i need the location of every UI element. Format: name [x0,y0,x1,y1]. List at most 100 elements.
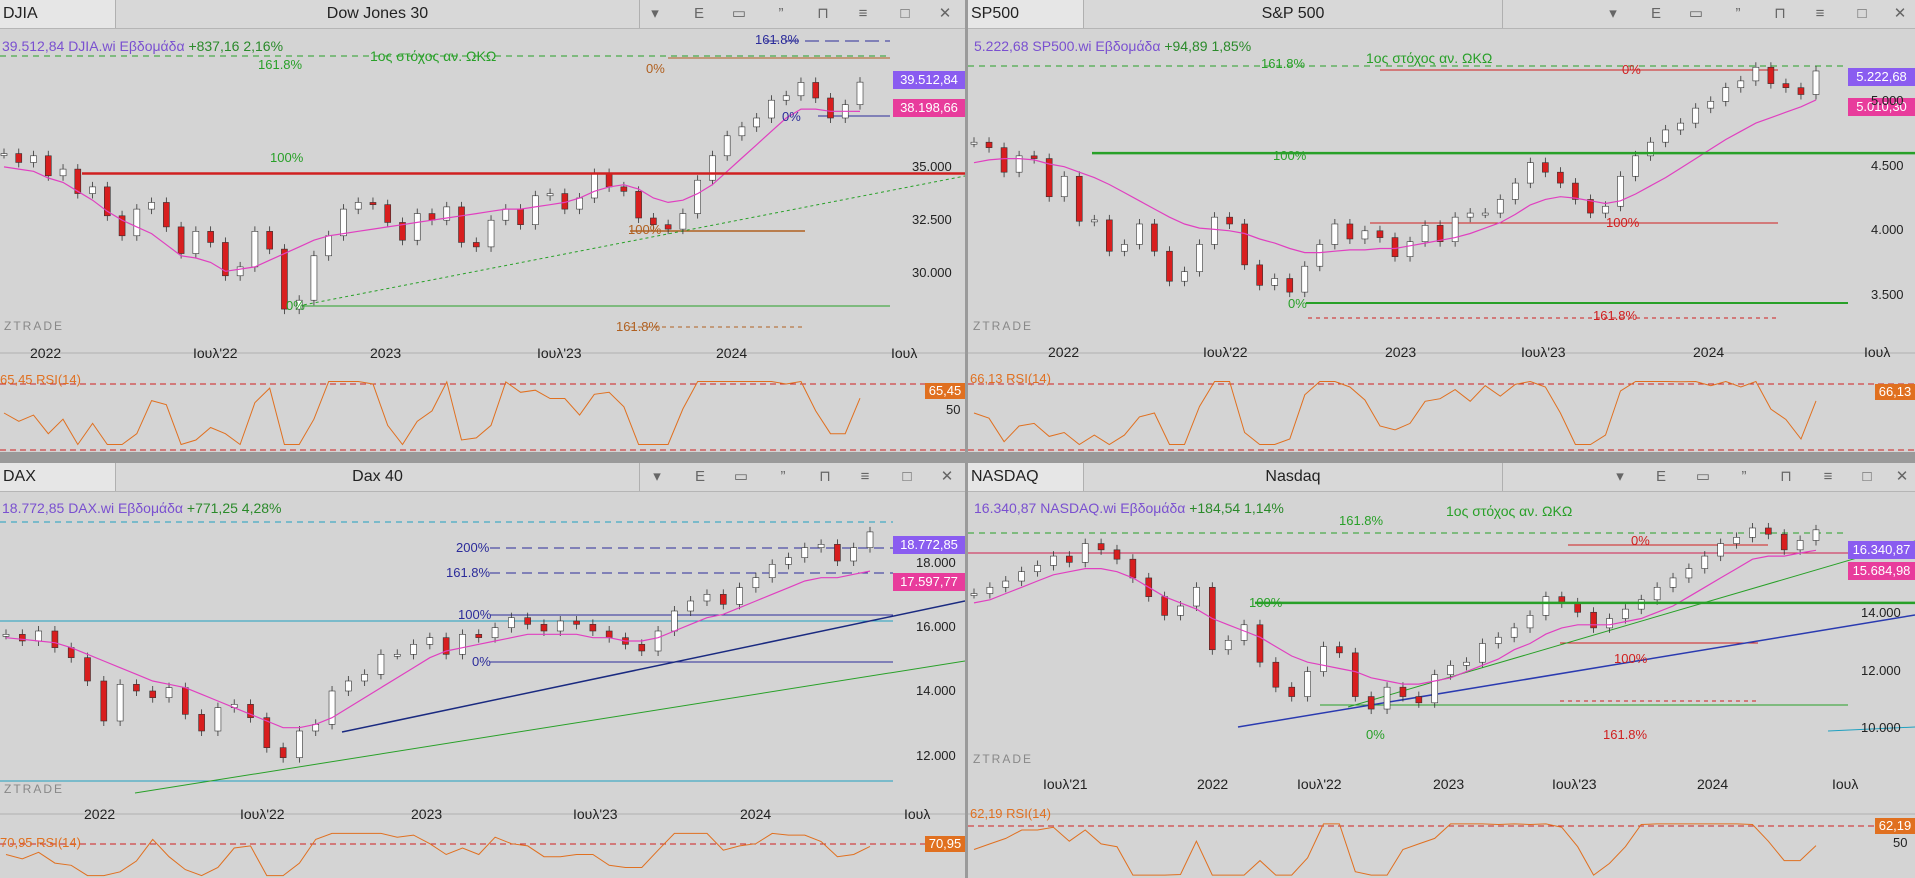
candle [1376,230,1384,238]
close-icon[interactable]: ✕ [938,5,952,22]
chart-panel-dax[interactable]: DAX Dax 40 ▾ E ▭ ” ⊓ ≡ □ ✕ [0,463,965,878]
dropdown-icon[interactable]: ▾ [1616,468,1624,485]
maximize-icon[interactable]: □ [900,5,910,22]
price-info: 39.512,84 DJIA.wi Εβδομάδα +837,16 2,16% [2,38,283,54]
fib-label: 100% [458,607,492,622]
maximize-icon[interactable]: □ [902,468,912,485]
symbol-box[interactable]: DJIA [0,0,116,28]
save-icon[interactable]: ▭ [733,468,749,485]
candle [1166,250,1173,282]
save-icon[interactable]: ▭ [1695,468,1711,485]
price-box: 38.198,66 [893,99,965,117]
lock-icon[interactable]: ⊓ [1774,5,1786,22]
lock-icon[interactable]: ⊓ [817,5,829,22]
maximize-icon[interactable]: □ [1862,468,1872,485]
ema-line [5,570,871,729]
candle [1494,636,1502,644]
quote-icon[interactable]: ” [1735,5,1741,22]
candle [59,168,67,177]
candle [487,219,495,248]
lock-icon[interactable]: ⊓ [1780,468,1792,485]
fib-label: 161.8% [446,565,491,580]
maximize-icon[interactable]: □ [1857,5,1867,22]
x-tick: 2022 [1048,344,1080,360]
last-price: 16.340,87 [974,500,1037,516]
e-button[interactable]: E [1650,5,1661,22]
candle [1780,533,1788,551]
candle [1752,66,1760,82]
candle [1129,558,1137,579]
lock-icon[interactable]: ⊓ [819,468,831,485]
candle [785,557,792,565]
candle [1097,543,1105,551]
close-icon[interactable]: ✕ [1893,5,1907,22]
chart-panel-sp500[interactable]: SP500 S&P 500 ▾ E ▭ ” ⊓ ≡ □ ✕ [968,0,1915,452]
save-icon[interactable]: ▭ [1688,5,1704,22]
fib-label: 161.8% [258,57,303,72]
menu-icon[interactable]: ≡ [1815,5,1825,22]
dropdown-icon[interactable]: ▾ [651,5,659,22]
chart-svg [968,62,1915,451]
menu-icon[interactable]: ≡ [860,468,870,485]
candle [650,217,657,225]
menu-icon[interactable]: ≡ [1823,468,1833,485]
quote-icon[interactable]: ” [778,5,784,22]
close-icon[interactable]: ✕ [1895,468,1909,485]
candle [1662,129,1669,143]
symbol-box[interactable]: NASDAQ [968,463,1084,491]
candle [635,191,642,219]
fib-label: 161.8% [1603,727,1648,742]
rsi-line [3,380,861,446]
candle [753,117,760,128]
candle [1481,212,1489,216]
candle [491,627,499,638]
y-tick: 12.000 [916,748,956,763]
candle [1226,216,1233,225]
x-tick: Ιουλ'22 [193,345,238,361]
candle [1367,696,1375,710]
close-icon[interactable]: ✕ [940,468,954,485]
y-tick: 32.500 [912,212,952,227]
quote-icon[interactable]: ” [780,468,786,485]
e-button[interactable]: E [693,5,704,22]
candle [573,620,580,625]
fib-lines [1306,69,1848,319]
y-tick: 4.000 [1871,222,1904,237]
save-icon[interactable]: ▭ [731,5,747,22]
fib-label: 0% [472,654,491,669]
quote-icon[interactable]: ” [1741,468,1747,485]
watermark: ZTRADE [4,782,64,796]
candle [443,206,451,221]
y-tick: 3.500 [1871,287,1904,302]
chart-panel-nasdaq[interactable]: NASDAQ Nasdaq ▾ E ▭ ” ⊓ ≡ □ ✕ [968,463,1915,878]
e-button[interactable]: E [694,468,705,485]
candle [703,594,711,602]
candle [116,684,124,722]
price-change: +837,16 [188,38,240,54]
candle [1241,223,1248,266]
candle [1181,271,1188,282]
instrument-name: Dow Jones 30 [116,0,640,28]
target-label: 1ος στόχος αν. ΩΚΩ [1366,50,1493,66]
fib-label: 0% [1366,727,1385,742]
price-label: SP500.wi Εβδομάδα [1032,38,1161,54]
e-button[interactable]: E [1655,468,1666,485]
fib-label: 161.8% [755,32,800,47]
dropdown-icon[interactable]: ▾ [653,468,661,485]
x-tick: Ιουλ'23 [1552,776,1597,792]
chart-panel-djia[interactable]: DJIA Dow Jones 30 ▾ E ▭ ” ⊓ ≡ □ ✕ [0,0,965,452]
y-tick: 5.000 [1871,93,1904,108]
symbol-box[interactable]: DAX [0,463,116,491]
candle [752,577,760,588]
menu-icon[interactable]: ≡ [858,5,868,22]
candle [1331,223,1339,245]
candle [1647,141,1654,157]
x-tick: 2023 [411,806,443,822]
candle [325,235,332,257]
rsi-label: 62,19 RSI(14) [970,806,1051,821]
candle [768,564,776,578]
y-tick: 14.000 [1861,605,1901,620]
x-tick: Ιουλ [1832,776,1859,792]
symbol-box[interactable]: SP500 [968,0,1084,28]
dropdown-icon[interactable]: ▾ [1609,5,1617,22]
